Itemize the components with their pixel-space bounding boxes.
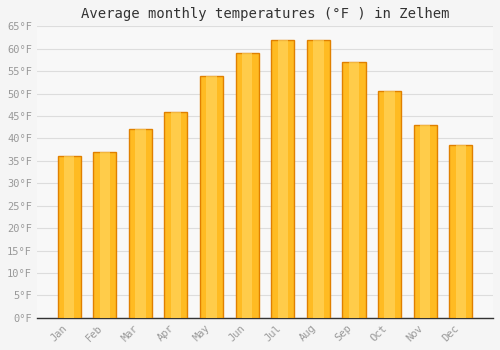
Bar (64, 156, 74, 318)
Bar (93, 152, 116, 318)
Bar (206, 76, 216, 318)
Bar (313, 40, 324, 318)
Bar (128, 130, 152, 318)
Bar (200, 76, 223, 318)
Bar (378, 91, 401, 318)
Bar (414, 125, 436, 318)
Bar (420, 125, 430, 318)
Bar (170, 112, 181, 318)
Bar (135, 130, 145, 318)
Bar (100, 152, 110, 318)
Bar (278, 40, 288, 318)
Bar (342, 62, 365, 318)
Bar (236, 53, 258, 318)
Bar (164, 112, 188, 318)
Bar (384, 91, 394, 318)
Bar (242, 53, 252, 318)
Bar (58, 156, 80, 318)
Bar (449, 145, 472, 318)
Bar (307, 40, 330, 318)
Bar (271, 40, 294, 318)
Bar (456, 145, 466, 318)
Bar (348, 62, 359, 318)
Title: Average monthly temperatures (°F ) in Zelhem: Average monthly temperatures (°F ) in Ze… (80, 7, 449, 21)
